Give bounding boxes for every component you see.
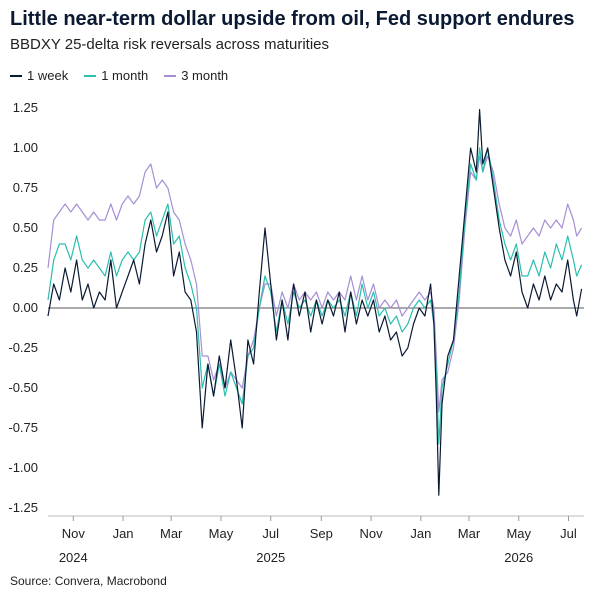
y-tick-label: 0.50 [13,220,38,235]
legend: 1 week 1 month 3 month [10,68,228,83]
y-tick-label: -1.00 [8,460,38,475]
series-line-1-month [47,147,583,445]
y-tick-label: -0.25 [8,340,38,355]
y-tick-label: 1.25 [13,100,38,115]
x-tick-label: Jan [410,526,431,541]
legend-item-3-month: 3 month [164,68,228,83]
x-tick-label: Mar [458,526,481,541]
legend-label-1-week: 1 week [27,68,69,83]
x-tick-label: Nov [62,526,86,541]
series-line-3-month [47,155,583,413]
y-tick-label: -0.75 [8,420,38,435]
chart-title: Little near-term dollar upside from oil,… [10,8,575,30]
x-tick-label: Jul [262,526,279,541]
y-tick-label: 0.25 [13,260,38,275]
x-year-label: 2025 [256,550,285,565]
x-tick-label: May [506,526,531,541]
x-year-label: 2024 [59,550,88,565]
x-tick-label: Mar [160,526,183,541]
x-tick-label: Nov [360,526,384,541]
legend-item-1-week: 1 week [10,68,68,83]
legend-swatch-3-month [164,74,177,77]
series-line-1-week [47,109,583,496]
x-tick-label: Jul [560,526,577,541]
legend-item-1-month: 1 month [84,68,148,83]
legend-label-1-month: 1 month [101,68,149,83]
x-tick-label: May [209,526,234,541]
y-tick-label: 0.00 [13,300,38,315]
y-tick-label: 1.00 [13,140,38,155]
legend-swatch-1-month [84,74,97,77]
x-tick-label: Jan [113,526,134,541]
y-tick-label: -0.50 [8,380,38,395]
y-tick-label: -1.25 [8,500,38,515]
legend-label-3-month: 3 month [181,68,229,83]
x-tick-label: Sep [310,526,333,541]
y-tick-label: 0.75 [13,180,38,195]
chart-subtitle: BBDXY 25-delta risk reversals across mat… [10,36,329,53]
x-year-label: 2026 [504,550,533,565]
legend-swatch-1-week [10,74,22,77]
source-note: Source: Convera, Macrobond [10,574,167,588]
